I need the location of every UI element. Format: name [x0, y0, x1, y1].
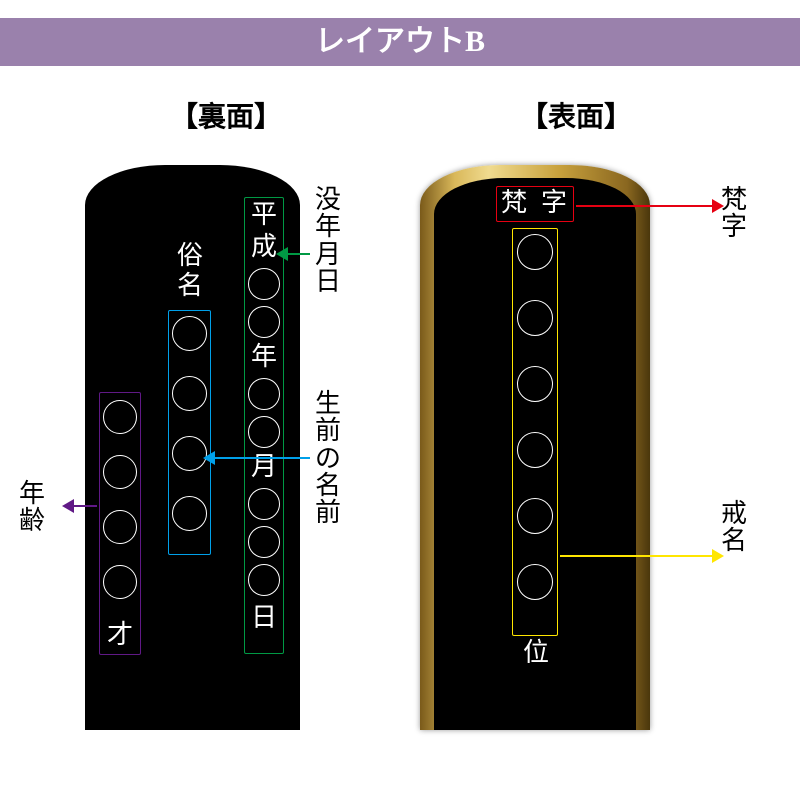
- name-circle-3: [172, 496, 207, 531]
- arrow-living-name-head: [203, 451, 215, 465]
- arrow-bonji-head: [712, 199, 724, 213]
- date-item-4: 年: [250, 344, 278, 370]
- name-circle-0: [172, 316, 207, 351]
- date-circle-6: [248, 416, 280, 448]
- arrow-kaimyo-head: [712, 549, 724, 563]
- age-circle-3: [103, 565, 137, 599]
- date-circle-2: [248, 268, 280, 300]
- label-living-name: 生前の名前: [314, 390, 342, 526]
- date-circle-8: [248, 488, 280, 520]
- arrow-age-head: [62, 499, 74, 513]
- date-circle-3: [248, 306, 280, 338]
- arrow-age-line: [72, 505, 97, 507]
- zokumyo-label-0: 俗: [176, 243, 204, 269]
- date-item-0: 平: [250, 202, 278, 228]
- arrow-death-date-line: [286, 253, 310, 255]
- kaimyo-circle-3: [517, 432, 553, 468]
- kaimyo-circle-0: [517, 234, 553, 270]
- name-circle-2: [172, 436, 207, 471]
- kurai-char: 位: [522, 640, 550, 666]
- age-suffix: 才: [106, 622, 134, 648]
- back-panel-title: 【裏面】: [170, 95, 282, 135]
- arrow-bonji-line: [576, 205, 714, 207]
- title-bar: レイアウトB: [0, 18, 800, 66]
- date-circle-10: [248, 564, 280, 596]
- age-circle-0: [103, 400, 137, 434]
- date-item-11: 日: [250, 605, 278, 631]
- arrow-kaimyo-line: [560, 555, 714, 557]
- bonji-char-1: 字: [540, 190, 568, 216]
- zokumyo-label-1: 名: [176, 273, 204, 299]
- age-circle-2: [103, 510, 137, 544]
- arrow-death-date-head: [276, 247, 288, 261]
- date-circle-5: [248, 378, 280, 410]
- age-circle-1: [103, 455, 137, 489]
- date-item-1: 成: [250, 234, 278, 260]
- label-death-date: 没年月日: [314, 186, 342, 295]
- kaimyo-circle-5: [517, 564, 553, 600]
- front-panel-title: 【表面】: [520, 95, 632, 135]
- arrow-living-name-line: [213, 457, 310, 459]
- name-circle-1: [172, 376, 207, 411]
- kaimyo-circle-4: [517, 498, 553, 534]
- kaimyo-circle-1: [517, 300, 553, 336]
- date-circle-9: [248, 526, 280, 558]
- bonji-char-0: 梵: [500, 190, 528, 216]
- label-bonji: 梵字: [720, 186, 748, 241]
- label-age: 年齢: [18, 480, 46, 535]
- label-kaimyo: 戒名: [720, 500, 748, 555]
- kaimyo-circle-2: [517, 366, 553, 402]
